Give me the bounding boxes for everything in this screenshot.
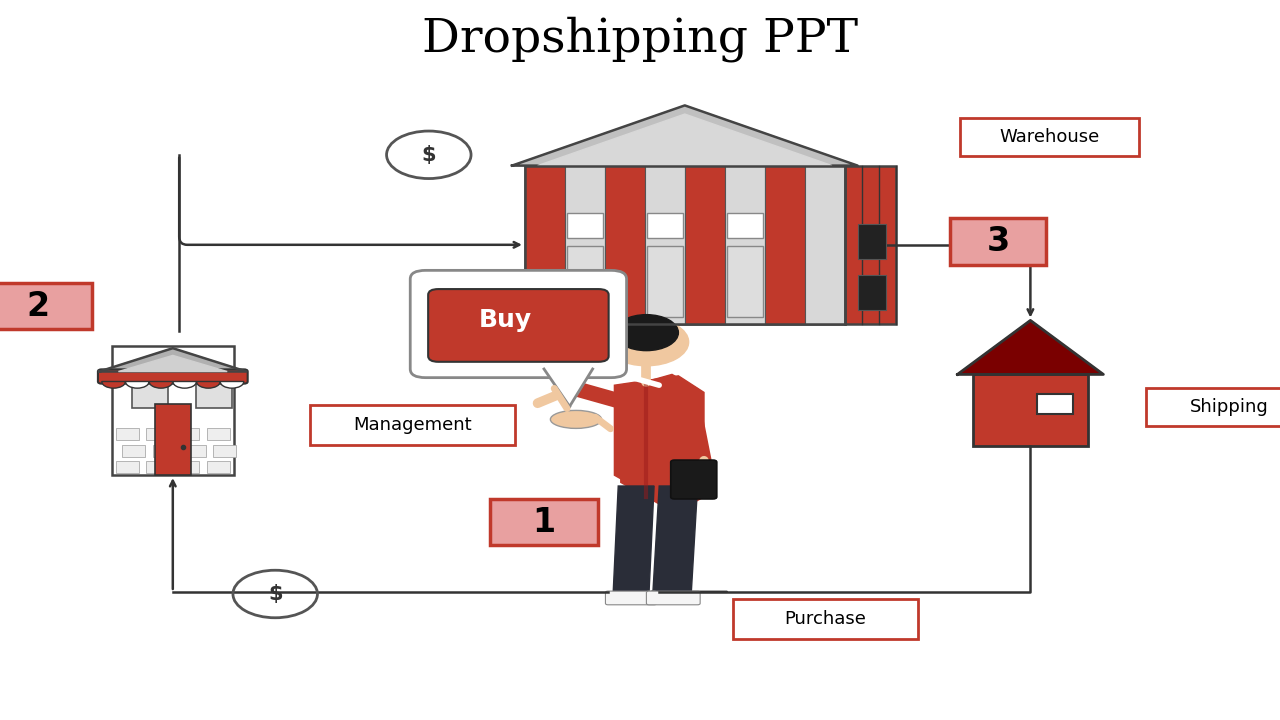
FancyBboxPatch shape <box>146 461 169 473</box>
FancyBboxPatch shape <box>152 444 175 456</box>
FancyBboxPatch shape <box>310 405 515 445</box>
FancyBboxPatch shape <box>960 117 1139 156</box>
FancyBboxPatch shape <box>645 166 685 324</box>
Text: $: $ <box>421 145 436 165</box>
Polygon shape <box>100 348 246 372</box>
FancyBboxPatch shape <box>646 591 700 605</box>
FancyBboxPatch shape <box>132 374 168 408</box>
FancyBboxPatch shape <box>214 444 236 456</box>
FancyBboxPatch shape <box>605 166 645 324</box>
FancyBboxPatch shape <box>0 282 92 329</box>
Text: Shipping: Shipping <box>1189 398 1268 416</box>
Polygon shape <box>614 376 704 511</box>
FancyBboxPatch shape <box>646 246 682 317</box>
Text: Dropshipping PPT: Dropshipping PPT <box>422 17 858 63</box>
Polygon shape <box>653 486 698 594</box>
FancyBboxPatch shape <box>646 213 682 238</box>
Text: 2: 2 <box>26 289 50 323</box>
FancyBboxPatch shape <box>567 246 603 317</box>
Text: 1: 1 <box>532 505 556 539</box>
FancyBboxPatch shape <box>973 374 1088 446</box>
FancyBboxPatch shape <box>805 166 845 324</box>
Wedge shape <box>125 382 148 388</box>
FancyBboxPatch shape <box>1037 394 1073 414</box>
FancyBboxPatch shape <box>765 166 805 324</box>
Ellipse shape <box>550 410 602 428</box>
FancyBboxPatch shape <box>155 404 191 475</box>
FancyBboxPatch shape <box>685 166 724 324</box>
FancyBboxPatch shape <box>845 166 896 324</box>
FancyBboxPatch shape <box>116 461 138 473</box>
FancyBboxPatch shape <box>727 213 763 238</box>
Circle shape <box>614 315 678 351</box>
Polygon shape <box>957 320 1103 374</box>
Polygon shape <box>512 105 858 166</box>
FancyBboxPatch shape <box>732 599 919 639</box>
FancyBboxPatch shape <box>567 213 603 238</box>
Polygon shape <box>119 356 228 372</box>
Text: Buy: Buy <box>479 308 532 333</box>
Circle shape <box>604 318 689 366</box>
FancyBboxPatch shape <box>410 270 627 377</box>
FancyBboxPatch shape <box>858 225 886 259</box>
FancyBboxPatch shape <box>123 444 145 456</box>
Text: Purchase: Purchase <box>785 611 867 628</box>
FancyBboxPatch shape <box>196 374 232 408</box>
Wedge shape <box>220 382 244 388</box>
FancyBboxPatch shape <box>177 428 200 440</box>
FancyBboxPatch shape <box>727 246 763 317</box>
FancyBboxPatch shape <box>671 460 717 499</box>
Text: Management: Management <box>353 416 472 433</box>
FancyBboxPatch shape <box>177 461 200 473</box>
FancyBboxPatch shape <box>951 218 1047 265</box>
Polygon shape <box>613 486 654 594</box>
FancyBboxPatch shape <box>564 166 605 324</box>
Polygon shape <box>544 369 593 406</box>
Wedge shape <box>150 382 173 388</box>
FancyBboxPatch shape <box>525 166 564 324</box>
FancyBboxPatch shape <box>113 346 233 475</box>
FancyBboxPatch shape <box>724 166 765 324</box>
FancyBboxPatch shape <box>146 428 169 440</box>
Text: $: $ <box>268 584 283 604</box>
FancyBboxPatch shape <box>428 289 609 361</box>
Wedge shape <box>102 382 125 388</box>
Polygon shape <box>538 114 832 166</box>
Text: 3: 3 <box>987 225 1010 258</box>
FancyBboxPatch shape <box>207 461 230 473</box>
FancyBboxPatch shape <box>183 444 206 456</box>
FancyBboxPatch shape <box>605 591 657 605</box>
Text: Warehouse: Warehouse <box>1000 128 1100 145</box>
Wedge shape <box>173 382 197 388</box>
FancyBboxPatch shape <box>1146 388 1280 426</box>
FancyBboxPatch shape <box>525 166 845 324</box>
Wedge shape <box>197 382 220 388</box>
FancyBboxPatch shape <box>116 428 138 440</box>
FancyBboxPatch shape <box>858 275 886 310</box>
Polygon shape <box>621 374 698 511</box>
FancyBboxPatch shape <box>207 428 230 440</box>
FancyBboxPatch shape <box>99 369 248 384</box>
FancyBboxPatch shape <box>490 499 599 546</box>
